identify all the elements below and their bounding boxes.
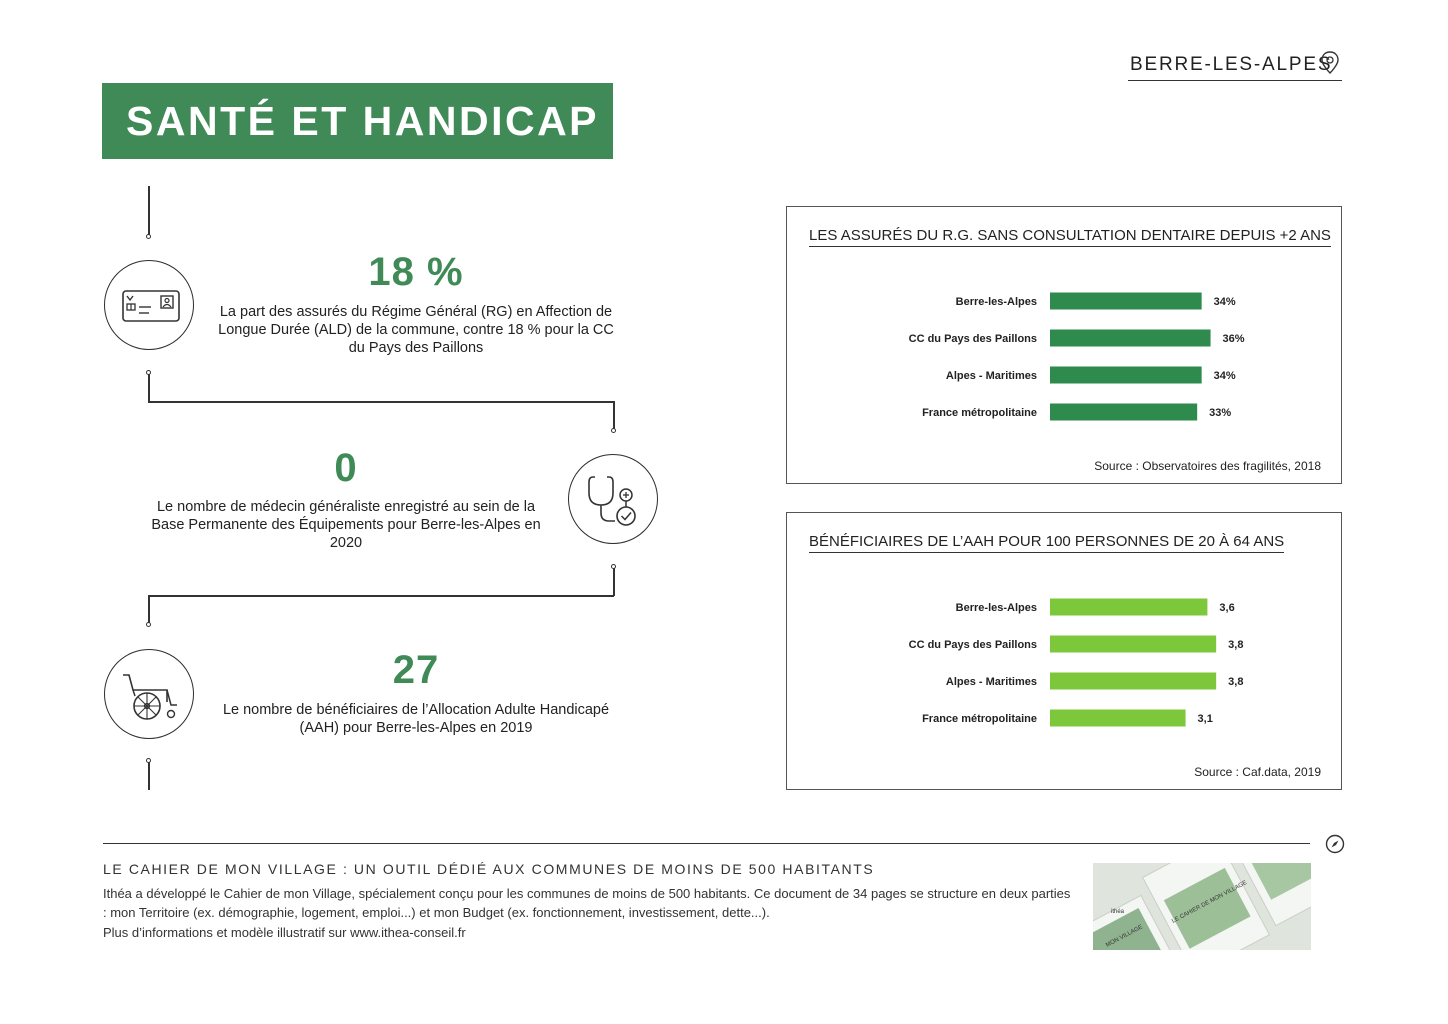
aah-chart-plot: Berre-les-Alpes 3,6 CC du Pays des Paillon… xyxy=(909,598,1243,727)
brochure-thumbnail-image: ithéa LE CAHIER DE MON VILLAGE MON VILLA… xyxy=(1093,863,1311,950)
map-pin-icon xyxy=(1321,51,1339,74)
stat-description: Le nombre de médecin généraliste enregis… xyxy=(151,499,541,551)
connector-line xyxy=(148,595,150,623)
category-label: CC du Pays des Paillons xyxy=(909,639,1037,651)
connector-dot xyxy=(146,622,151,627)
connector-line xyxy=(148,374,150,402)
stat-value: 27 xyxy=(392,648,440,692)
bar xyxy=(1050,366,1202,384)
data-label: 33% xyxy=(1209,407,1231,419)
health-card-icon-circle xyxy=(104,260,194,350)
aah-beneficiaries-chart: Berre-les-Alpes 3,6 CC du Pays des Paillon… xyxy=(786,512,1342,790)
data-label: 3,6 xyxy=(1219,602,1234,614)
data-label: 3,8 xyxy=(1228,639,1243,651)
bar xyxy=(1050,598,1208,616)
section-title-banner: SANTÉ ET HANDICAP xyxy=(102,83,613,159)
data-label: 34% xyxy=(1214,370,1236,382)
category-label: France métropolitaine xyxy=(922,713,1037,725)
footer-heading: LE CAHIER DE MON VILLAGE : UN OUTIL DÉDI… xyxy=(103,861,875,877)
data-label: 36% xyxy=(1223,333,1245,345)
bar xyxy=(1050,403,1198,421)
connector-dot xyxy=(146,234,151,239)
data-label: 3,1 xyxy=(1198,713,1213,725)
category-label: France métropolitaine xyxy=(922,407,1037,419)
stat-value: 0 xyxy=(334,446,358,490)
connector-line xyxy=(148,186,150,236)
brochure-thumbnail: ithéa LE CAHIER DE MON VILLAGE MON VILLA… xyxy=(1093,863,1311,950)
category-label: CC du Pays des Paillons xyxy=(909,333,1037,345)
footer-divider xyxy=(103,843,1310,845)
compass-icon xyxy=(1325,834,1345,854)
bar xyxy=(1050,292,1202,310)
category-label: Berre-les-Alpes xyxy=(956,296,1037,308)
connector-line xyxy=(613,401,615,429)
stethoscope-icon xyxy=(588,476,636,526)
wheelchair-icon xyxy=(123,674,177,720)
location-name: BERRE-LES-ALPES xyxy=(1130,54,1333,75)
connector-dot xyxy=(611,428,616,433)
thumbnail-logo-text: ithéa xyxy=(1111,909,1125,915)
connector-line xyxy=(148,762,150,790)
category-label: Berre-les-Alpes xyxy=(956,602,1037,614)
chart-source: Source : Caf.data, 2019 xyxy=(1194,765,1321,779)
bar xyxy=(1050,329,1211,347)
bar xyxy=(1050,709,1186,727)
data-label: 34% xyxy=(1214,296,1236,308)
connector-line xyxy=(148,401,614,403)
page-title: SANTÉ ET HANDICAP xyxy=(126,98,600,144)
footer-more-info: Plus d’informations et modèle illustrati… xyxy=(103,925,466,940)
health-card-icon xyxy=(122,290,180,322)
dental-consultation-chart: Berre-les-Alpes 34% CC du Pays des Paillon… xyxy=(786,206,1342,484)
chart-title: LES ASSURÉS DU R.G. SANS CONSULTATION DE… xyxy=(809,227,1331,247)
chart-source: Source : Observatoires des fragilités, 2… xyxy=(1094,459,1321,473)
stat-description: Le nombre de bénéficiaires de l’Allocati… xyxy=(222,702,610,736)
wheelchair-icon-circle xyxy=(104,649,194,739)
category-label: Alpes - Maritimes xyxy=(946,370,1037,382)
bar xyxy=(1050,672,1217,690)
connector-line xyxy=(148,595,614,597)
footer-paragraph: Ithéa a développé le Cahier de mon Villa… xyxy=(103,886,1071,920)
chart-title: BÉNÉFICIAIRES DE L’AAH POUR 100 PERSONNE… xyxy=(809,533,1285,553)
bar xyxy=(1050,635,1217,653)
stat-value: 18 % xyxy=(368,250,464,294)
stethoscope-icon-circle xyxy=(568,454,658,544)
data-label: 3,8 xyxy=(1228,676,1243,688)
dental-chart-plot: Berre-les-Alpes 34% CC du Pays des Paillon… xyxy=(909,292,1245,421)
category-label: Alpes - Maritimes xyxy=(946,676,1037,688)
stat-description: La part des assurés du Régime Général (R… xyxy=(218,304,614,356)
location-label: BERRE-LES-ALPES xyxy=(1128,48,1342,81)
connector-line xyxy=(613,568,615,596)
